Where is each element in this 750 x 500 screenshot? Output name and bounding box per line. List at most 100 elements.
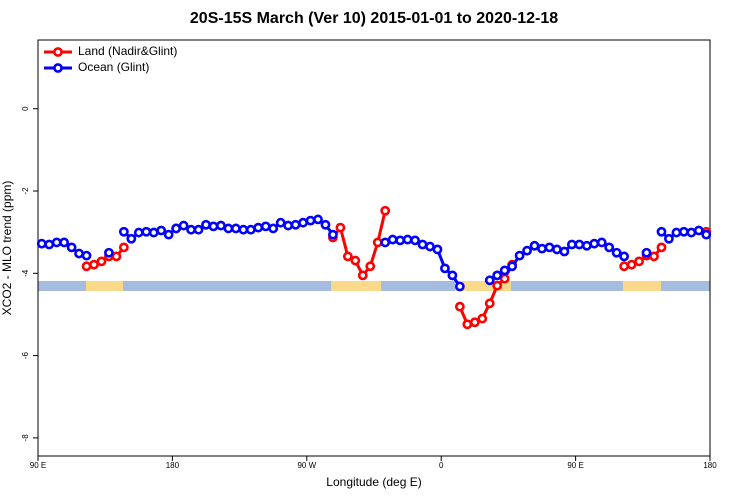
data-point [454,301,465,312]
data-point [260,221,271,232]
x-axis-label: Longitude (deg E) [326,475,421,489]
data-point [380,205,391,216]
data-point [245,224,256,235]
land-band [623,281,661,291]
data-point [552,244,562,255]
data-point [559,246,570,257]
data-point [641,247,652,258]
data-point [163,229,174,240]
data-point [447,270,458,281]
data-point [89,259,99,270]
y-tick-label: -8 [21,434,30,442]
data-point [313,214,323,225]
data-point [66,242,77,253]
data-point [492,270,503,281]
data-point [148,227,159,238]
data-point [104,247,114,258]
data-point [634,256,644,267]
data-point [395,235,406,246]
data-point [477,313,488,324]
data-point [51,237,62,248]
x-tick-label: 90 W [297,461,316,470]
data-point [410,235,420,246]
data-point [425,241,435,252]
data-point [656,226,667,237]
data-point [335,222,346,233]
x-tick-label: 180 [166,461,180,470]
data-point [320,219,331,230]
data-point [96,256,107,267]
data-point [454,281,465,292]
data-point [686,227,697,238]
data-point [372,237,383,248]
data-point [156,225,167,236]
data-point [604,242,615,253]
data-point [268,223,279,234]
legend-marker [53,47,63,57]
data-point [581,240,592,251]
data-point [230,223,241,234]
data-point [118,226,129,237]
data-point [118,242,129,253]
data-point [283,220,294,231]
data-point [298,217,308,228]
data-point [671,227,682,238]
data-point [238,224,249,235]
data-point [141,226,152,237]
legend-marker [53,63,63,73]
legend-label: Ocean (Glint) [78,60,149,74]
data-point [678,226,689,237]
data-point [253,222,264,233]
y-axis-label: XCO2 - MLO trend (ppm) [0,181,14,316]
data-point [193,224,204,235]
x-tick-label: 180 [703,461,717,470]
surface-mask-band [38,281,710,291]
data-point [574,239,585,250]
data-point [178,220,189,231]
data-point [171,223,182,234]
x-tick-label: 90 E [30,461,46,470]
data-point [529,240,540,251]
data-point [201,219,211,230]
y-tick-label: 0 [21,106,30,111]
data-point [402,234,413,245]
data-point [432,244,443,255]
data-point [387,234,398,245]
data-point [186,224,196,235]
data-point [417,239,428,250]
data-point [290,219,301,230]
data-point [216,220,226,231]
data-point [59,237,70,248]
y-tick-label: -2 [21,187,30,195]
data-point [514,250,525,261]
data-point [328,229,338,240]
data-point [484,298,495,309]
data-point [537,243,547,254]
data-point [693,225,704,236]
data-point [522,245,532,256]
data-point [462,319,473,330]
data-point [499,265,510,276]
data-point [566,239,577,250]
x-tick-label: 0 [439,461,444,470]
data-point [133,227,144,238]
data-point [305,215,316,226]
data-point [342,251,353,262]
land-band [455,281,511,291]
data-point [619,251,630,262]
data-point [223,223,234,234]
data-point [492,280,503,291]
data-point [44,239,55,250]
data-point [701,229,712,240]
legend: Land (Nadir&Glint) Ocean (Glint) [44,44,177,74]
data-point [499,273,510,284]
chart-title: 20S-15S March (Ver 10) 2015-01-01 to 202… [190,10,558,27]
data-point [440,263,450,274]
data-point [619,261,630,272]
land-band [331,281,381,291]
data-point [656,242,667,253]
x-tick-label: 90 E [567,461,583,470]
data-point [649,251,659,262]
data-point [111,251,122,262]
